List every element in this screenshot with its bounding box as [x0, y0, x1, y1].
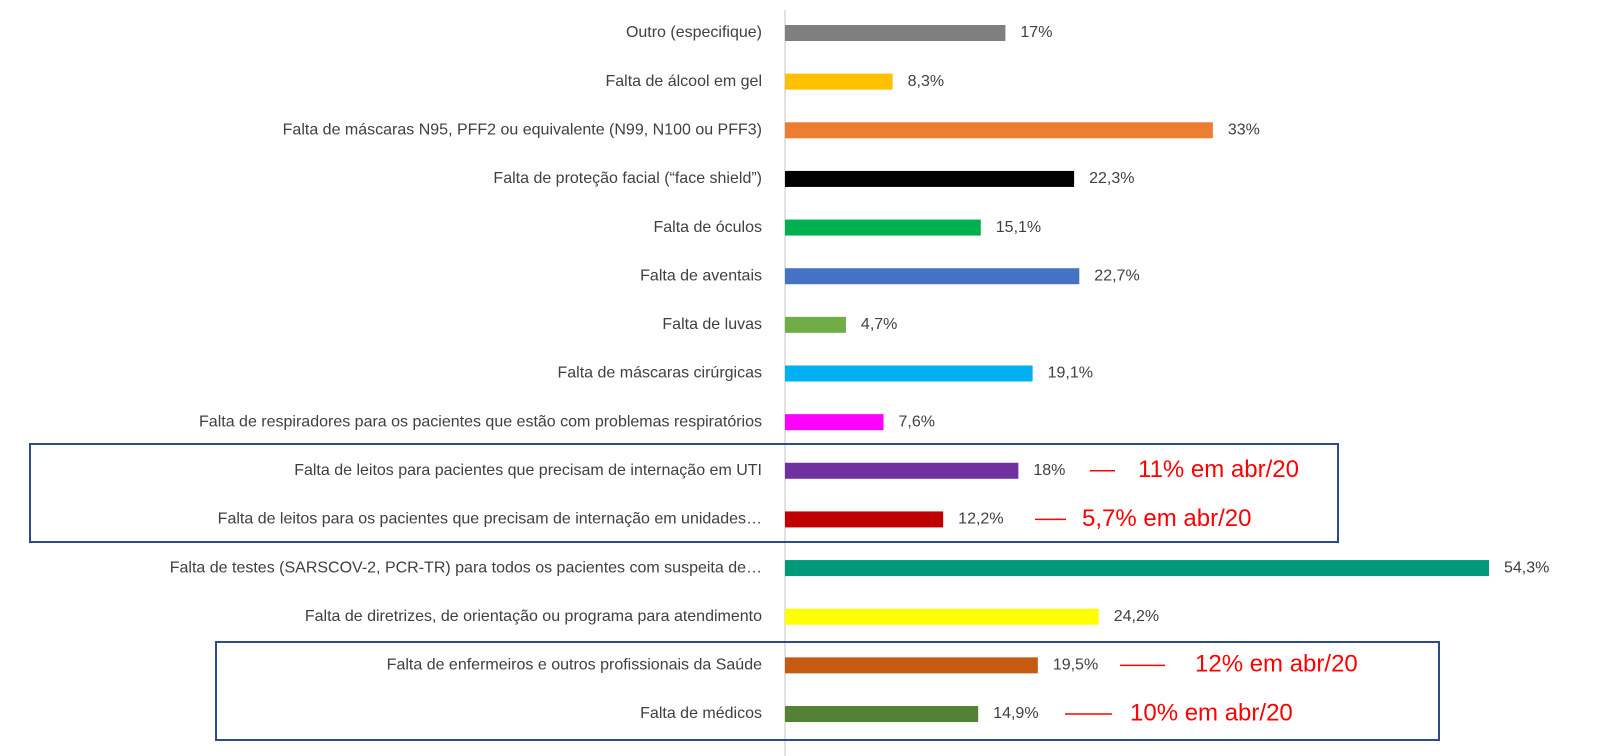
category-label: Falta de enfermeiros e outros profission… — [387, 657, 762, 674]
value-label: 22,3% — [1089, 170, 1134, 187]
category-label: Falta de proteção facial (“face shield”) — [493, 170, 762, 187]
annotation: 10% em abr/20 — [1130, 699, 1293, 726]
category-label: Falta de óculos — [653, 219, 762, 236]
bar — [785, 706, 979, 722]
category-label: Falta de leitos para os pacientes que pr… — [218, 511, 762, 528]
value-label: 33% — [1228, 122, 1260, 139]
category-label: Falta de médicos — [640, 705, 762, 722]
bar — [785, 268, 1080, 285]
annotation: 5,7% em abr/20 — [1082, 505, 1251, 532]
bar — [785, 365, 1033, 382]
category-label: Falta de diretrizes, de orientação ou pr… — [305, 608, 762, 625]
highlight-box — [215, 641, 1440, 741]
category-label: Outro (especifique) — [626, 24, 762, 41]
value-label: 19,5% — [1053, 657, 1098, 674]
category-label: Falta de aventais — [640, 267, 762, 284]
bar — [785, 170, 1075, 187]
category-label: Falta de máscaras N95, PFF2 ou equivalen… — [283, 122, 762, 139]
value-label: 15,1% — [996, 219, 1041, 236]
bar — [785, 219, 981, 236]
category-label: Falta de testes (SARSCOV-2, PCR-TR) para… — [170, 559, 762, 576]
value-label: 4,7% — [861, 316, 897, 333]
category-label: Falta de respiradores para os pacientes … — [199, 413, 762, 430]
bar — [785, 316, 846, 333]
bar — [785, 560, 1489, 577]
bar — [785, 122, 1213, 139]
value-label: 54,3% — [1504, 559, 1549, 576]
value-label: 22,7% — [1094, 267, 1139, 284]
annotation: 12% em abr/20 — [1195, 651, 1358, 678]
category-label: Falta de luvas — [662, 316, 762, 333]
category-label: Falta de máscaras cirúrgicas — [557, 365, 762, 382]
category-label: Falta de álcool em gel — [605, 73, 762, 90]
value-label: 8,3% — [908, 73, 944, 90]
bar — [785, 608, 1099, 625]
bar — [785, 414, 884, 431]
value-label: 24,2% — [1114, 608, 1159, 625]
value-label: 12,2% — [958, 511, 1003, 528]
value-label: 14,9% — [993, 705, 1038, 722]
bar — [785, 511, 944, 528]
bar — [785, 657, 1038, 674]
highlight-box — [29, 443, 1339, 543]
bar — [785, 73, 893, 90]
value-label: 17% — [1020, 24, 1052, 41]
value-label: 18% — [1033, 462, 1065, 479]
value-label: 19,1% — [1048, 365, 1093, 382]
bar — [785, 462, 1019, 479]
annotation: 11% em abr/20 — [1138, 456, 1299, 483]
value-label: 7,6% — [899, 413, 935, 430]
category-label: Falta de leitos para pacientes que preci… — [294, 462, 762, 479]
bar — [785, 25, 1006, 41]
